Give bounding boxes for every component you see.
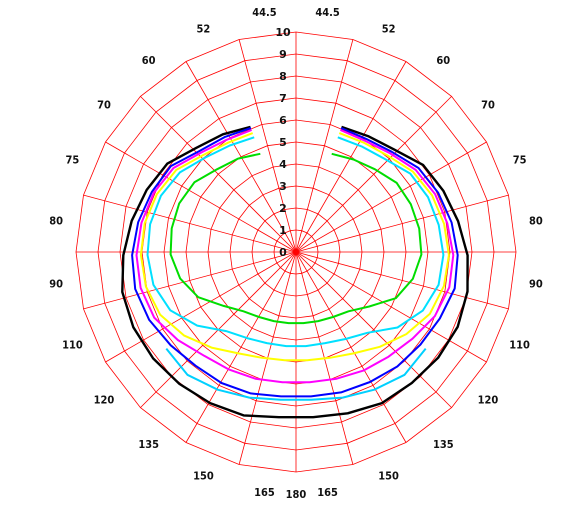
- radial-tick-label: 3: [279, 180, 287, 193]
- radial-tick-label: 9: [279, 48, 287, 61]
- series-line-3: [135, 129, 455, 384]
- radial-tick-labels: 0 1 2 3 4 5 6 7 8 9 10: [275, 26, 291, 259]
- grid-spoke: [185, 251, 297, 443]
- angle-tick-label-left: 44.5: [252, 6, 277, 19]
- radial-tick-label: 4: [279, 158, 287, 171]
- angle-tick-label-right: 44.5: [315, 6, 340, 19]
- grid-spoke: [295, 96, 452, 253]
- series-line-4: [139, 132, 450, 362]
- grid-spoke: [140, 96, 297, 253]
- angle-tick-label-left: 90: [49, 278, 63, 291]
- angle-tick-label-right: 150: [378, 470, 399, 483]
- angle-tick-label-right: 80: [529, 214, 543, 227]
- radial-tick-label: 7: [279, 92, 287, 105]
- grid-spoke: [83, 251, 297, 310]
- grid-spoke: [295, 251, 407, 443]
- angle-tick-label-right: 165: [317, 486, 338, 499]
- angle-tick-label-left: 75: [66, 153, 80, 166]
- angle-tick-label-right: 135: [433, 438, 454, 451]
- polar-grid: [75, 31, 517, 473]
- angle-tick-labels: 44.552607075809011012013515016518044.552…: [49, 6, 543, 501]
- angle-tick-label-right: 180: [286, 488, 307, 501]
- grid-spoke: [295, 194, 509, 253]
- angle-tick-label-right: 75: [513, 153, 527, 166]
- grid-spoke: [295, 61, 407, 253]
- angle-tick-label-right: 70: [481, 99, 495, 112]
- grid-spoke: [295, 251, 452, 408]
- grid-spoke: [295, 141, 487, 253]
- angle-tick-label-left: 52: [197, 22, 211, 35]
- series-line-7: [165, 347, 427, 401]
- radial-tick-label: 2: [279, 202, 287, 215]
- angle-tick-label-left: 60: [142, 54, 156, 67]
- grid-spoke: [295, 39, 354, 253]
- radial-tick-label: 1: [279, 224, 287, 237]
- radial-tick-label: 0: [279, 246, 287, 259]
- angle-tick-label-right: 110: [509, 339, 530, 352]
- origin-dot: [293, 249, 299, 255]
- angle-tick-label-left: 110: [62, 339, 83, 352]
- angle-tick-label-left: 80: [49, 214, 63, 227]
- series-line-5: [146, 136, 445, 348]
- grid-spoke: [105, 141, 297, 253]
- radial-tick-label: 5: [279, 136, 287, 149]
- angle-tick-label-left: 120: [94, 393, 115, 406]
- series-layer: [121, 125, 469, 419]
- grid-spoke: [185, 61, 297, 253]
- angle-tick-label-right: 52: [382, 22, 396, 35]
- radial-tick-label: 6: [279, 114, 287, 127]
- series-line-2: [131, 127, 459, 398]
- angle-tick-label-left: 135: [138, 438, 159, 451]
- grid-spoke: [295, 251, 487, 363]
- angle-tick-label-left: 165: [254, 486, 275, 499]
- grid-spoke: [105, 251, 297, 363]
- grid-spoke: [83, 194, 297, 253]
- series-line-1: [121, 125, 469, 419]
- angle-tick-label-left: 150: [193, 470, 214, 483]
- angle-tick-label-right: 90: [529, 278, 543, 291]
- radial-tick-label: 10: [275, 26, 291, 39]
- grid-spoke: [295, 251, 509, 310]
- angle-tick-label-left: 70: [97, 99, 111, 112]
- angle-tick-label-right: 120: [478, 393, 499, 406]
- grid-spoke: [238, 39, 297, 253]
- angle-tick-label-right: 60: [436, 54, 450, 67]
- series-line-6: [169, 152, 423, 325]
- radial-tick-label: 8: [279, 70, 287, 83]
